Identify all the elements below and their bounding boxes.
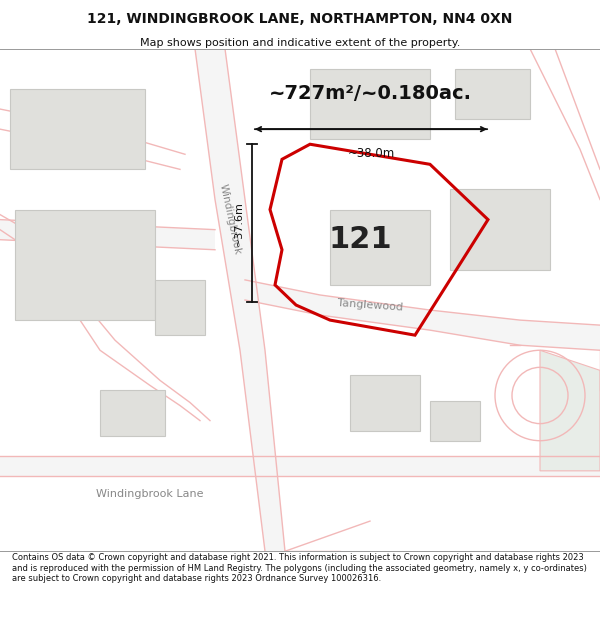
Text: Map shows position and indicative extent of the property.: Map shows position and indicative extent… bbox=[140, 38, 460, 48]
Polygon shape bbox=[100, 391, 165, 436]
Text: ~38.0m: ~38.0m bbox=[347, 148, 395, 160]
Polygon shape bbox=[450, 189, 550, 270]
Polygon shape bbox=[430, 401, 480, 441]
Polygon shape bbox=[350, 376, 420, 431]
Polygon shape bbox=[155, 280, 205, 335]
Text: Contains OS data © Crown copyright and database right 2021. This information is : Contains OS data © Crown copyright and d… bbox=[12, 554, 587, 583]
Text: Tanglewood: Tanglewood bbox=[337, 298, 403, 312]
Text: ~727m²/~0.180ac.: ~727m²/~0.180ac. bbox=[269, 84, 472, 104]
Polygon shape bbox=[10, 89, 145, 169]
Polygon shape bbox=[0, 456, 600, 476]
Text: Windingbrook: Windingbrook bbox=[218, 183, 242, 256]
Polygon shape bbox=[0, 219, 215, 250]
Polygon shape bbox=[15, 209, 155, 320]
Polygon shape bbox=[455, 69, 530, 119]
Polygon shape bbox=[540, 350, 600, 471]
Text: Windingbrook Lane: Windingbrook Lane bbox=[96, 489, 204, 499]
Text: 121, WINDINGBROOK LANE, NORTHAMPTON, NN4 0XN: 121, WINDINGBROOK LANE, NORTHAMPTON, NN4… bbox=[88, 12, 512, 26]
Polygon shape bbox=[330, 209, 430, 285]
Polygon shape bbox=[310, 69, 430, 139]
Polygon shape bbox=[195, 49, 285, 551]
Text: ~37.6m: ~37.6m bbox=[234, 201, 244, 246]
Text: 121: 121 bbox=[328, 225, 392, 254]
Polygon shape bbox=[245, 280, 600, 350]
